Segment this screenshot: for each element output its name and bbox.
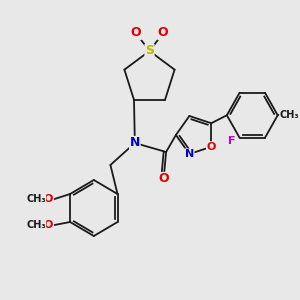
Text: F: F [228, 136, 236, 146]
Text: O: O [44, 220, 53, 230]
Text: N: N [185, 149, 194, 159]
Text: CH₃: CH₃ [26, 194, 46, 204]
Text: S: S [145, 44, 154, 58]
Text: O: O [158, 26, 169, 40]
Text: CH₃: CH₃ [280, 110, 299, 120]
Text: O: O [207, 142, 216, 152]
Text: O: O [159, 172, 169, 185]
Text: O: O [130, 26, 141, 40]
Text: N: N [130, 136, 140, 149]
Text: O: O [44, 194, 53, 204]
Text: CH₃: CH₃ [26, 220, 46, 230]
